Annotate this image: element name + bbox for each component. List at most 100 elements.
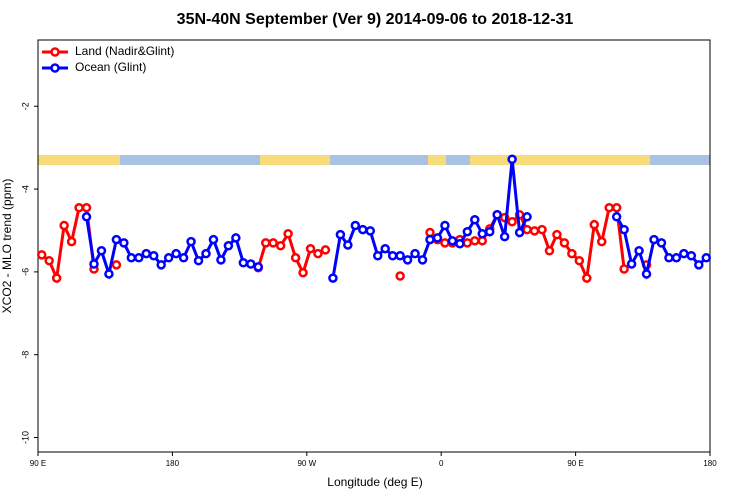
data-point bbox=[81, 212, 92, 222]
data-point bbox=[656, 238, 667, 248]
data-point bbox=[343, 240, 353, 250]
data-point bbox=[134, 253, 144, 263]
land-ocean-strip bbox=[38, 155, 710, 165]
data-point bbox=[701, 253, 712, 263]
data-point bbox=[694, 260, 704, 270]
y-tick-label: -4 bbox=[20, 185, 30, 193]
data-point bbox=[305, 243, 316, 254]
data-point bbox=[104, 269, 114, 279]
data-point bbox=[126, 253, 137, 263]
data-point bbox=[275, 241, 286, 251]
data-point bbox=[671, 253, 682, 263]
data-point bbox=[529, 226, 540, 236]
data-point bbox=[290, 253, 301, 263]
data-point bbox=[395, 250, 405, 261]
data-point bbox=[402, 255, 413, 265]
chart-title: 35N-40N September (Ver 9) 2014-09-06 to … bbox=[177, 11, 574, 28]
data-point bbox=[193, 255, 204, 266]
data-point bbox=[589, 219, 600, 230]
data-point bbox=[664, 253, 674, 263]
data-point bbox=[686, 250, 697, 261]
data-point bbox=[216, 255, 226, 265]
data-point bbox=[484, 226, 495, 237]
data-point bbox=[298, 267, 308, 278]
data-point bbox=[507, 154, 517, 165]
plot-frame bbox=[37, 39, 711, 453]
data-point bbox=[499, 231, 510, 242]
data-point bbox=[425, 234, 435, 245]
legend-label: Ocean (Glint) bbox=[75, 60, 146, 74]
x-tick-label: 0 bbox=[439, 459, 444, 468]
data-point bbox=[470, 214, 480, 225]
y-tick-label: -2 bbox=[20, 102, 30, 110]
x-tick-label: 90 E bbox=[567, 459, 583, 468]
y-tick-label: -6 bbox=[20, 268, 30, 276]
data-point bbox=[611, 202, 622, 213]
data-point bbox=[156, 260, 166, 270]
data-point bbox=[522, 212, 532, 222]
data-point bbox=[74, 202, 84, 213]
data-point bbox=[268, 238, 278, 248]
y-axis-label: XCO2 - MLO trend (ppm) bbox=[0, 179, 14, 314]
x-tick-label: 180 bbox=[703, 459, 717, 468]
data-point bbox=[611, 212, 622, 222]
data-point bbox=[619, 264, 629, 274]
data-point bbox=[119, 238, 129, 248]
data-point bbox=[111, 234, 122, 245]
data-point bbox=[582, 273, 592, 283]
data-point bbox=[320, 245, 331, 255]
data-point bbox=[66, 236, 77, 247]
legend-marker bbox=[50, 47, 60, 57]
data-point bbox=[111, 260, 122, 270]
data-point bbox=[283, 229, 293, 239]
data-point bbox=[641, 269, 652, 279]
data-point bbox=[387, 250, 398, 261]
data-point bbox=[559, 238, 570, 248]
x-tick-label: 90 E bbox=[30, 459, 46, 468]
data-point bbox=[440, 238, 450, 248]
x-axis-label: Longitude (deg E) bbox=[327, 475, 422, 489]
data-point bbox=[507, 217, 517, 227]
y-tick-label: -8 bbox=[20, 351, 30, 359]
data-point bbox=[626, 259, 637, 269]
data-point bbox=[148, 250, 159, 261]
data-point bbox=[350, 220, 361, 231]
data-point bbox=[649, 234, 659, 245]
data-point bbox=[440, 220, 450, 231]
data-point bbox=[514, 227, 525, 238]
data-point bbox=[246, 259, 256, 269]
data-point bbox=[186, 236, 196, 247]
data-point bbox=[253, 262, 264, 272]
data-point bbox=[574, 255, 585, 266]
data-point bbox=[447, 236, 458, 246]
data-point bbox=[141, 248, 152, 259]
data-point bbox=[380, 243, 390, 254]
data-point bbox=[522, 224, 532, 235]
data-point bbox=[201, 248, 211, 259]
data-point bbox=[178, 253, 189, 263]
data-point bbox=[51, 273, 62, 283]
data-point bbox=[455, 238, 465, 249]
data-point bbox=[596, 236, 607, 247]
data-point bbox=[619, 224, 629, 235]
data-point bbox=[59, 220, 69, 231]
data-point bbox=[462, 226, 473, 237]
data-point bbox=[604, 202, 614, 213]
data-point bbox=[163, 253, 174, 263]
data-point bbox=[335, 229, 346, 240]
data-point bbox=[365, 226, 376, 236]
data-point bbox=[89, 259, 99, 269]
data-point bbox=[567, 248, 577, 259]
data-point bbox=[44, 255, 54, 266]
data-point bbox=[81, 202, 92, 213]
legend-marker bbox=[50, 63, 60, 73]
data-point bbox=[537, 224, 547, 235]
y-tick-label: -10 bbox=[20, 431, 30, 444]
legend-label: Land (Nadir&Glint) bbox=[75, 44, 174, 58]
data-point bbox=[462, 238, 473, 248]
data-point bbox=[679, 248, 689, 259]
data-point bbox=[492, 209, 502, 220]
data-point bbox=[372, 250, 383, 261]
data-point bbox=[231, 233, 241, 243]
